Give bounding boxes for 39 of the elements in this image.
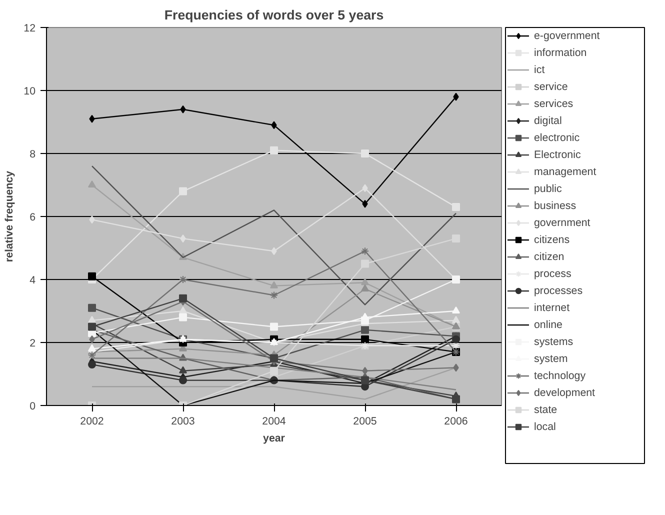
legend-label: local <box>534 420 556 433</box>
legend-label: service <box>534 80 568 93</box>
y-tick-label: 12 <box>24 22 36 34</box>
legend-label: management <box>534 165 596 178</box>
legend-label: citizens <box>534 233 570 246</box>
legend-label: digital <box>534 114 562 127</box>
x-axis-title: year <box>263 432 285 444</box>
y-tick-label: 10 <box>24 86 36 98</box>
y-tick-label: 4 <box>30 274 36 286</box>
y-axis-title: relative frequency <box>4 170 16 262</box>
x-tick-label: 2004 <box>262 416 286 428</box>
legend-label: services <box>534 97 574 110</box>
legend-label: development <box>534 386 596 399</box>
x-tick-label: 2002 <box>80 416 104 428</box>
legend-label: state <box>534 403 558 416</box>
y-tick-label: 0 <box>30 400 36 412</box>
legend-label: process <box>534 267 572 280</box>
chart-title: Frequencies of words over 5 years <box>164 8 384 22</box>
legend-label: electronic <box>534 131 580 144</box>
y-tick-label: 2 <box>30 338 36 350</box>
x-tick-label: 2003 <box>171 416 195 428</box>
x-tick-label: 2006 <box>444 416 468 428</box>
legend-label: systems <box>534 335 574 348</box>
legend-label: information <box>534 46 587 59</box>
legend-label: processes <box>534 284 583 297</box>
legend-label: Electronic <box>534 148 581 161</box>
legend-label: business <box>534 199 576 212</box>
legend-label: ict <box>534 63 546 76</box>
legend-label: system <box>534 352 568 365</box>
legend-label: online <box>534 318 562 331</box>
legend-label: internet <box>534 301 570 314</box>
legend-label: e-government <box>534 29 600 42</box>
legend-label: citizen <box>534 250 564 263</box>
x-tick-label: 2005 <box>353 416 377 428</box>
y-tick-label: 8 <box>30 148 36 160</box>
legend-label: technology <box>534 369 586 382</box>
legend-label: public <box>534 182 562 195</box>
legend-label: government <box>534 216 590 229</box>
y-tick-label: 6 <box>30 212 36 224</box>
